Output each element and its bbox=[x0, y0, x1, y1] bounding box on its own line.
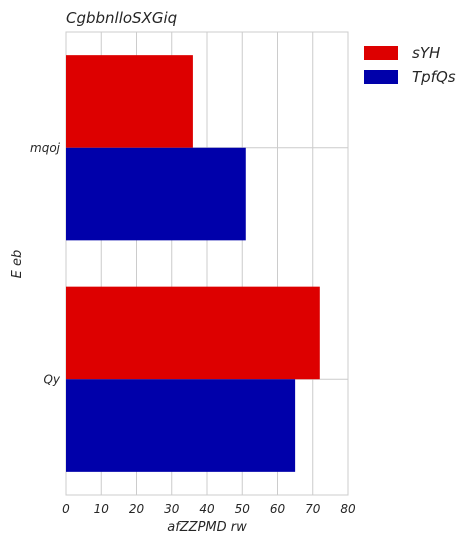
y-axis-label: E eb bbox=[10, 250, 25, 279]
legend-label: sYH bbox=[412, 44, 440, 62]
chart-title: CgbbnlloSXGiq bbox=[66, 9, 177, 27]
y-category-label: Qy bbox=[43, 372, 60, 386]
bars bbox=[66, 55, 320, 472]
y-category-label: mqoj bbox=[30, 141, 61, 155]
bar-sYH-mqoj bbox=[66, 55, 193, 148]
bar-sYH-Qy bbox=[66, 286, 320, 380]
x-tick-label: 20 bbox=[129, 502, 145, 516]
x-tick-label: 10 bbox=[94, 502, 110, 516]
legend-swatch bbox=[364, 70, 398, 84]
x-tick-label: 60 bbox=[270, 502, 286, 516]
legend-label: TpfQs bbox=[412, 68, 456, 86]
x-tick-label: 30 bbox=[164, 502, 180, 516]
x-tick-label: 40 bbox=[199, 502, 215, 516]
legend-swatch bbox=[364, 46, 398, 60]
x-axis-ticks: 0 10 20 30 40 50 60 70 80 bbox=[62, 502, 356, 516]
x-tick-label: 50 bbox=[235, 502, 251, 516]
legend: sYH TpfQs bbox=[364, 44, 456, 86]
x-tick-label: 0 bbox=[62, 502, 70, 516]
x-axis-label: afZZPMD rw bbox=[167, 520, 247, 535]
x-tick-label: 80 bbox=[340, 502, 356, 516]
bar-TpfQs-mqoj bbox=[66, 147, 246, 241]
x-tick-label: 70 bbox=[305, 502, 321, 516]
bar-TpfQs-Qy bbox=[66, 379, 296, 472]
y-axis-categories: mqoj Qy bbox=[30, 141, 61, 387]
